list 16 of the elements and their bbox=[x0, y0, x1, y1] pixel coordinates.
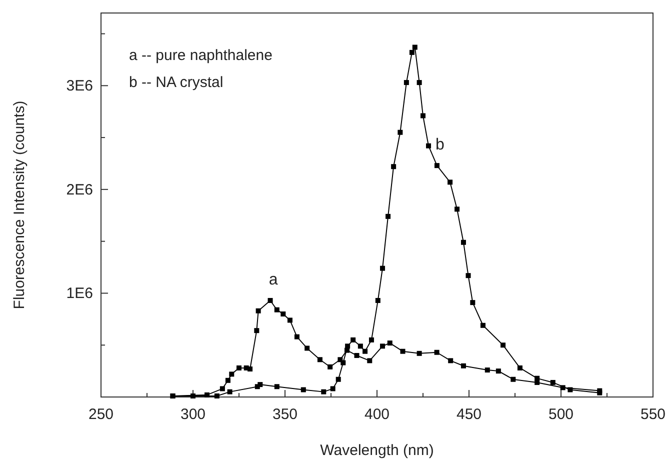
x-tick-label: 300 bbox=[180, 406, 206, 423]
x-tick-label: 500 bbox=[548, 406, 574, 423]
annotation: a bbox=[268, 271, 278, 288]
x-tick-label: 400 bbox=[364, 406, 390, 423]
annotation: b bbox=[436, 136, 445, 154]
y-tick-label: 2E6 bbox=[66, 181, 93, 198]
x-axis-title: Wavelength (nm) bbox=[320, 442, 434, 459]
annotation: a -- pure naphthalene bbox=[129, 47, 272, 64]
x-tick-label: 550 bbox=[640, 406, 666, 423]
x-tick-label: 350 bbox=[272, 406, 298, 423]
x-tick-label: 250 bbox=[88, 406, 114, 423]
y-tick-label: 1E6 bbox=[66, 285, 93, 302]
y-tick-label: 3E6 bbox=[66, 78, 93, 95]
x-tick-label: 450 bbox=[456, 406, 482, 423]
y-axis-title: Fluorescence Intensity (counts) bbox=[11, 100, 28, 310]
annotation: b -- NA crystal bbox=[129, 74, 224, 91]
